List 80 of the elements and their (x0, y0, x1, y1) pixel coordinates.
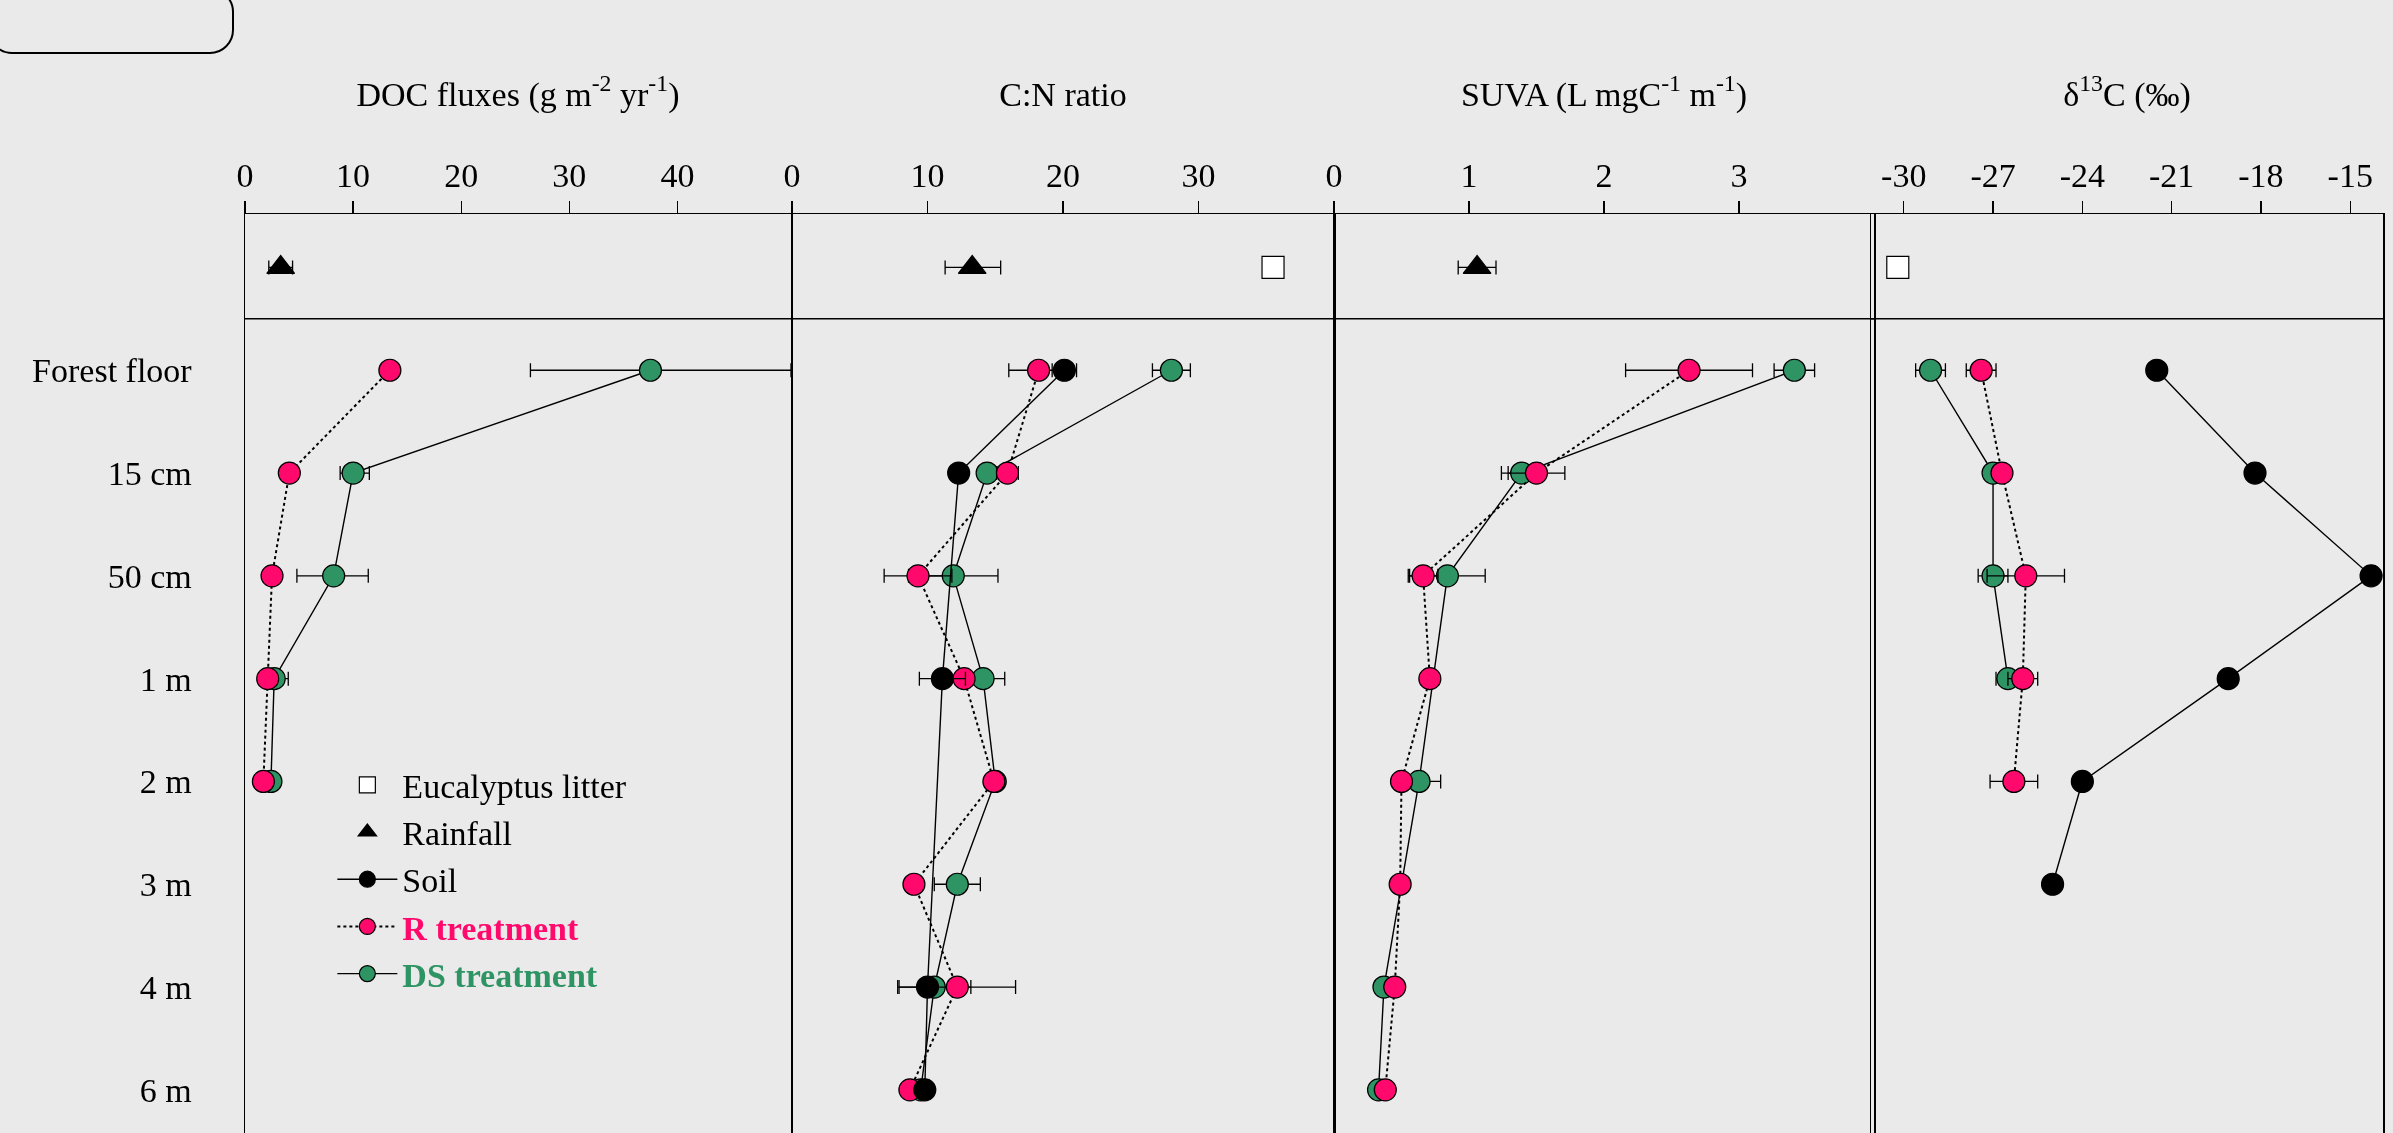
y-tick-label: 3 m (139, 866, 192, 904)
point (1261, 255, 1285, 280)
point (913, 1078, 937, 1102)
point (251, 769, 275, 794)
x-axis-title: C:N ratio (999, 75, 1127, 113)
point (322, 564, 346, 588)
point (2070, 769, 2094, 794)
x-tick-label: 10 (910, 156, 945, 194)
point (2243, 461, 2267, 485)
point (930, 667, 955, 691)
point (1990, 461, 2014, 485)
x-tick-label: 2 (1595, 156, 1613, 194)
point (2002, 769, 2026, 794)
x-tick-label: -24 (2059, 156, 2106, 194)
point (2216, 667, 2240, 691)
point (341, 461, 365, 485)
y-tick-label: 4 m (139, 968, 192, 1006)
point (2040, 872, 2065, 896)
x-axis-title: SUVA (L mgC$^{-1}$ m$^{-1}$) (1460, 70, 1748, 114)
y-tick-label: 6 m (139, 1071, 192, 1109)
point (971, 667, 995, 691)
y-tick-label: Forest floor (32, 352, 193, 390)
x-tick-label: 1 (1460, 156, 1478, 194)
x-tick-label: 30 (1181, 156, 1216, 194)
point (1524, 461, 1549, 485)
point (1886, 255, 1910, 280)
point (1782, 358, 1806, 382)
x-tick-label: 3 (1730, 156, 1748, 194)
point (277, 461, 301, 485)
x-tick-label: 10 (336, 156, 371, 194)
y-tick-label: 15 cm (107, 454, 192, 492)
point (952, 667, 976, 691)
point (1159, 358, 1183, 382)
x-tick-label: -21 (2148, 156, 2195, 194)
x-tick-label: 20 (444, 156, 479, 194)
legend-label: R treatment (402, 909, 579, 947)
x-tick-label: -30 (1881, 156, 1927, 194)
point (638, 358, 663, 382)
point (260, 564, 284, 588)
point (1435, 564, 1459, 588)
x-tick-label: -15 (2327, 156, 2373, 194)
x-tick-label: 0 (236, 156, 254, 194)
point (1389, 769, 1414, 794)
point (1677, 358, 1701, 382)
x-tick-label: 20 (1046, 156, 1080, 194)
legend-label: Rainfall (402, 815, 512, 853)
point (1383, 975, 1407, 999)
point (902, 872, 926, 896)
legend-label: Soil (402, 862, 458, 900)
point (378, 358, 402, 382)
x-axis-title: DOC fluxes (g m$^{-2}$ yr$^{-1}$) (356, 70, 680, 114)
x-axis-title: δ$^{13}$C (‰) (2063, 70, 2191, 114)
point (1027, 358, 1051, 382)
point (915, 975, 940, 999)
x-tick-label: -27 (1970, 156, 2016, 194)
point (2145, 358, 2169, 382)
point (1418, 667, 1442, 691)
point (1918, 358, 1943, 382)
x-tick-label: 0 (783, 156, 801, 194)
x-tick-label: -18 (2238, 156, 2284, 194)
legend-label: DS treatment (402, 956, 598, 994)
point (1052, 358, 1076, 382)
y-tick-label: 1 m (139, 660, 192, 698)
point (2014, 564, 2038, 588)
y-tick-label: 2 m (139, 763, 192, 801)
point (1388, 872, 1412, 896)
point (906, 564, 930, 588)
point (945, 975, 969, 999)
point (947, 461, 971, 485)
x-tick-label: 0 (1325, 156, 1343, 194)
point (1969, 358, 1993, 382)
point (1373, 1078, 1397, 1102)
y-tick-label: 50 cm (107, 557, 192, 595)
point (2359, 564, 2383, 588)
x-tick-label: 30 (552, 156, 587, 194)
point (975, 461, 999, 485)
legend-label: Eucalyptus litter (402, 768, 627, 806)
point (256, 667, 280, 691)
x-tick-label: 40 (660, 156, 695, 194)
point (945, 872, 969, 896)
